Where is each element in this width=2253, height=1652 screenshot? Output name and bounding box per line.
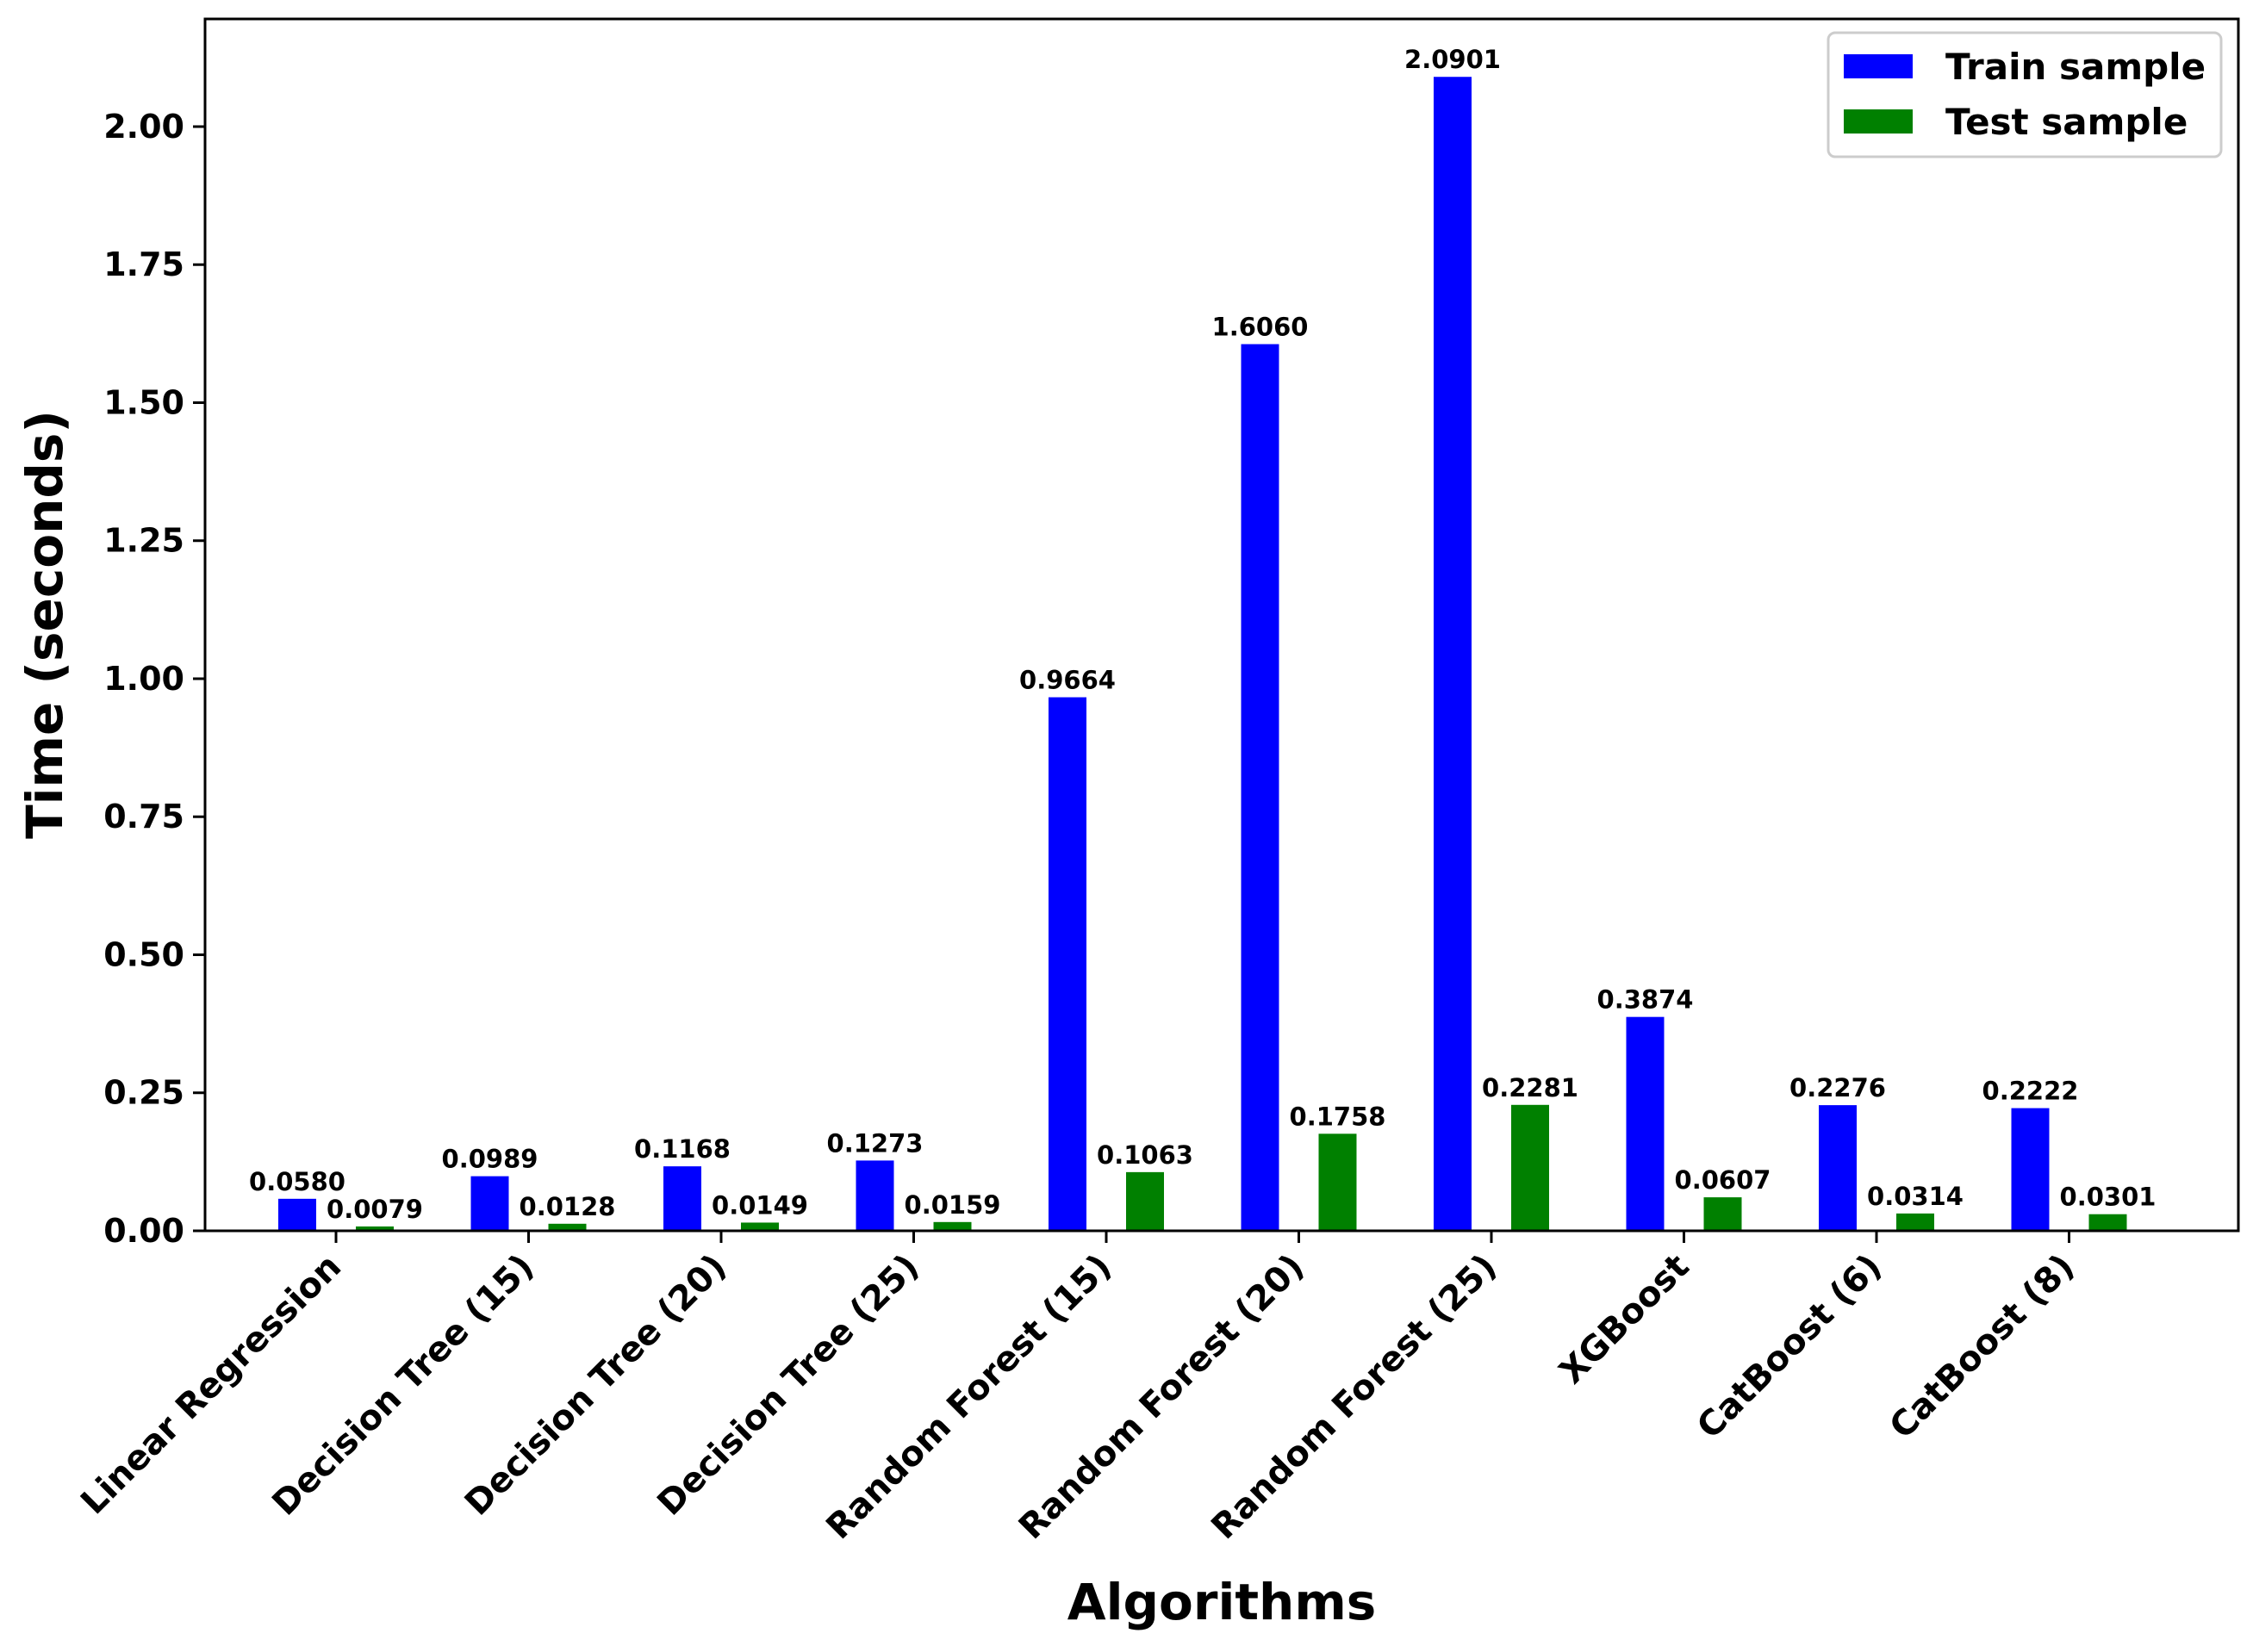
y-tick-label: 0.75 [103, 798, 184, 835]
data-label-train: 0.0989 [442, 1145, 538, 1174]
bar-test [2088, 1214, 2127, 1231]
bar-test [1896, 1213, 1934, 1231]
x-tick-label: XGBoost [1552, 1247, 1696, 1392]
bar-train [1049, 697, 1086, 1231]
data-label-test: 0.0079 [327, 1195, 423, 1224]
y-tick-label: 0.25 [103, 1074, 184, 1112]
bars-layer [278, 77, 2127, 1232]
x-axis-title: Algorithms [1067, 1573, 1377, 1631]
y-tick-label: 2.00 [103, 108, 184, 146]
bar-train [1241, 344, 1279, 1232]
data-label-test: 0.1063 [1097, 1140, 1193, 1170]
data-label-test: 0.2281 [1482, 1073, 1578, 1102]
bar-test [1126, 1171, 1164, 1231]
bar-test [741, 1222, 779, 1231]
data-label-train: 0.9664 [1019, 666, 1116, 695]
bar-train [2011, 1108, 2050, 1231]
data-label-train: 0.2222 [1982, 1077, 2079, 1106]
data-label-test: 0.0159 [905, 1190, 1001, 1220]
bar-train [1434, 77, 1472, 1232]
bar-test [1703, 1197, 1742, 1231]
y-axis-title: Time (seconds) [16, 410, 74, 839]
data-label-train: 1.6060 [1212, 313, 1309, 342]
data-label-train: 0.1168 [634, 1134, 731, 1164]
data-label-test: 0.0128 [520, 1192, 616, 1221]
legend-swatch-test [1844, 109, 1913, 134]
y-axis: 0.00 0.25 0.50 0.75 1.00 1.25 1.50 1.75 2.00 [103, 108, 205, 1250]
legend-label-test: Test sample [1945, 101, 2188, 143]
legend: Train sample Test sample [1827, 31, 2223, 158]
x-tick-label: CatBoost (8) [1883, 1247, 2082, 1447]
bar-train [278, 1198, 316, 1231]
legend-label-train: Train sample [1945, 46, 2206, 88]
bar-train [663, 1166, 701, 1231]
data-label-test: 0.0607 [1675, 1165, 1771, 1195]
y-tick-label: 1.50 [103, 383, 184, 421]
data-label-test: 0.0314 [1867, 1182, 1964, 1211]
bar-test [1511, 1104, 1549, 1231]
data-label-train: 0.0580 [249, 1167, 345, 1196]
y-tick-label: 1.75 [103, 245, 184, 283]
data-label-train: 0.1273 [827, 1128, 924, 1158]
y-tick-label: 0.00 [103, 1212, 184, 1250]
data-labels-layer: 0.0580 0.0989 0.1168 0.1273 0.9664 1.6060 2.09… [249, 45, 2156, 1224]
x-tick-label: CatBoost (6) [1690, 1247, 1889, 1447]
bar-test [548, 1223, 587, 1231]
bar-test [1318, 1133, 1357, 1231]
bar-train [1626, 1016, 1665, 1231]
data-label-train: 2.0901 [1404, 45, 1501, 74]
data-label-train: 0.2276 [1789, 1073, 1886, 1102]
y-tick-label: 1.25 [103, 522, 184, 560]
bar-train [1819, 1105, 1857, 1231]
data-label-train: 0.3874 [1597, 985, 1694, 1015]
data-label-test: 0.0301 [2060, 1183, 2157, 1212]
y-tick-label: 0.50 [103, 935, 184, 973]
y-tick-label: 1.00 [103, 660, 184, 698]
bar-train [470, 1176, 509, 1231]
bar-train [856, 1160, 894, 1231]
data-label-test: 0.0149 [712, 1190, 808, 1220]
legend-swatch-train [1844, 54, 1913, 78]
legend-frame [1827, 31, 2223, 158]
data-label-test: 0.1758 [1290, 1102, 1386, 1131]
bar-test [356, 1226, 394, 1231]
plot-frame [203, 17, 2240, 1233]
bar-test [933, 1221, 972, 1231]
